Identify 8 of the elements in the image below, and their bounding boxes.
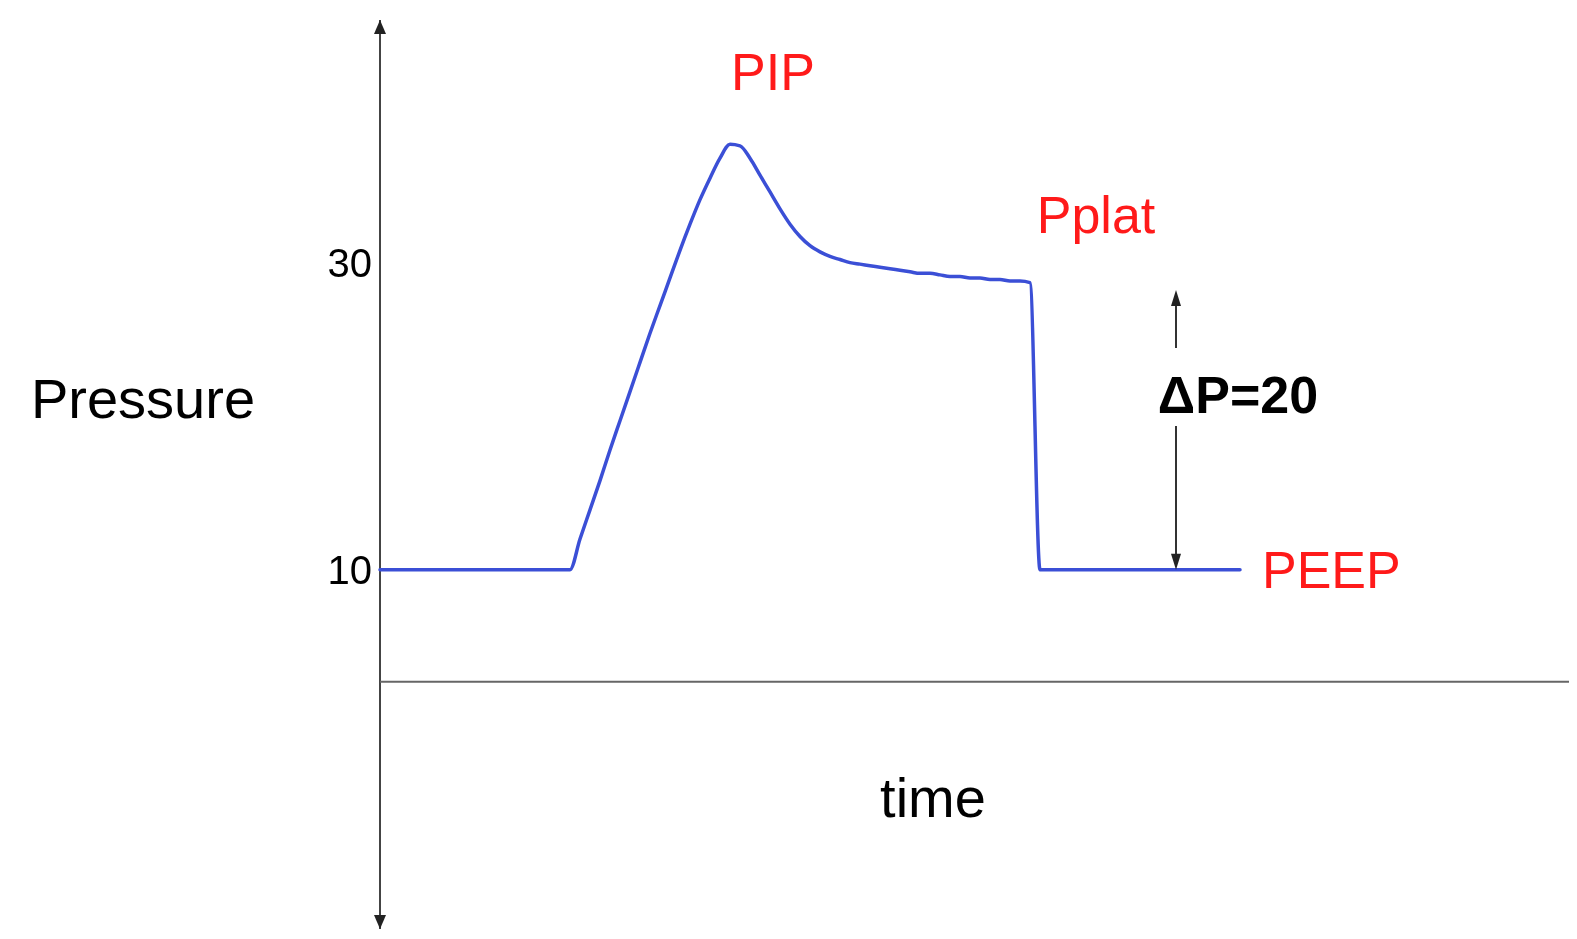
annotation: ΔP=20	[1157, 366, 1319, 424]
y-tick-label: 10	[327, 547, 372, 592]
annotation: PIP	[731, 43, 815, 101]
text: PEEP	[1262, 541, 1401, 599]
y-tick-label: 30	[327, 240, 372, 285]
x-axis-title: time	[880, 765, 986, 829]
y-axis-title: Pressure	[30, 367, 256, 430]
annotation: Pplat	[1036, 186, 1156, 244]
